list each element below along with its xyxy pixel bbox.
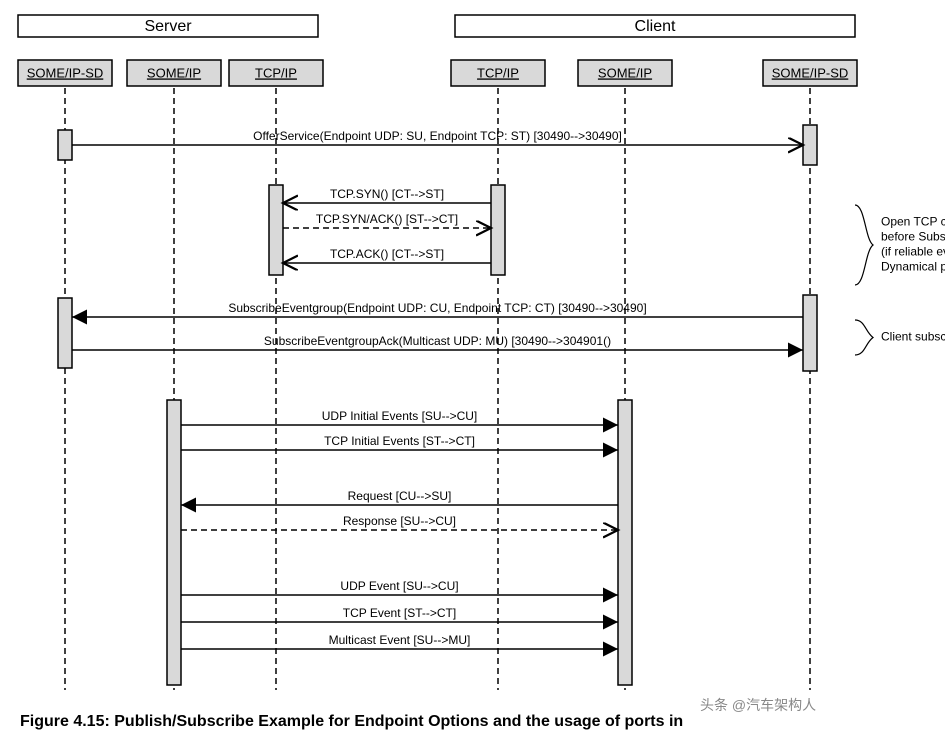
note-text: Dynamical port is called CT. (881, 260, 945, 274)
message-label: SubscribeEventgroupAck(Multicast UDP: MU… (264, 334, 611, 348)
activation-bar (803, 125, 817, 165)
note-text: (if reliable events exist). (881, 245, 945, 259)
message-label: Request [CU-->SU] (348, 489, 452, 503)
participant-label: TCP/IP (477, 65, 519, 80)
activation-bar (167, 400, 181, 685)
note-brace (855, 320, 873, 355)
message-label: TCP.SYN/ACK() [ST-->CT] (316, 212, 458, 226)
participant-label: TCP/IP (255, 65, 297, 80)
note-text: before SubscribeEventgroup (881, 230, 945, 244)
sequence-diagram: Server Client SOME/IP-SD SOME/IP TCP/IP TCP/I… (10, 10, 945, 746)
message-label: OfferService(Endpoint UDP: SU, Endpoint … (253, 129, 622, 143)
note-brace (855, 205, 873, 285)
activation-bar (491, 185, 505, 275)
message-label: TCP.ACK() [CT-->ST] (330, 247, 444, 261)
message-label: Multicast Event [SU-->MU] (329, 633, 471, 647)
message-label: TCP.SYN() [CT-->ST] (330, 187, 444, 201)
activation-bar (803, 295, 817, 371)
message-label: UDP Event [SU-->CU] (340, 579, 458, 593)
message-label: UDP Initial Events [SU-->CU] (322, 409, 478, 423)
note-text: Client subscribes. (881, 330, 945, 344)
activation-bar (58, 130, 72, 160)
message-label: Response [SU-->CU] (343, 514, 456, 528)
watermark: 头条 @汽车架构人 (700, 697, 816, 713)
participant-label: SOME/IP (147, 65, 201, 80)
participant-label: SOME/IP-SD (27, 65, 104, 80)
message-label: TCP Initial Events [ST-->CT] (324, 434, 475, 448)
group-header-label: Server (144, 18, 192, 35)
activation-bar (618, 400, 632, 685)
activation-bar (269, 185, 283, 275)
figure-caption: Figure 4.15: Publish/Subscribe Example f… (20, 713, 683, 730)
group-header-label: Client (635, 18, 676, 35)
participant-label: SOME/IP-SD (772, 65, 849, 80)
note-text: Open TCP connection (881, 215, 945, 229)
message-label: TCP Event [ST-->CT] (343, 606, 456, 620)
activation-bar (58, 298, 72, 368)
message-label: SubscribeEventgroup(Endpoint UDP: CU, En… (228, 301, 646, 315)
participant-label: SOME/IP (598, 65, 652, 80)
